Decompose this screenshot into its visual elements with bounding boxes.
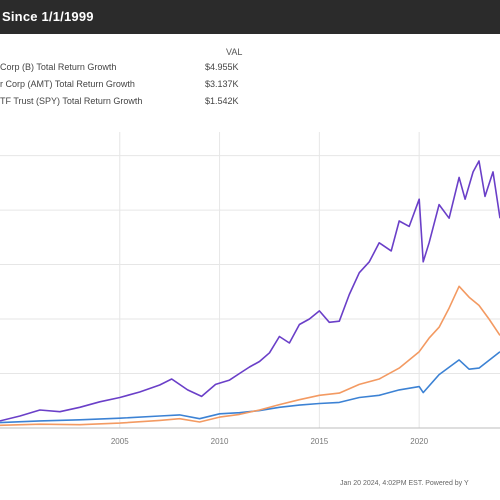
series-line xyxy=(0,285,500,427)
x-tick-label: 2010 xyxy=(211,437,229,446)
footer-note: Jan 20 2024, 4:02PM EST. Powered by Y xyxy=(340,480,469,487)
legend-label: TF Trust (SPY) Total Return Growth xyxy=(0,96,143,106)
x-tick-label: 2015 xyxy=(310,437,328,446)
chart-series xyxy=(0,160,500,427)
legend-item-amt[interactable]: r Corp (AMT) Total Return Growth $3.137K xyxy=(0,79,250,93)
x-tick-label: 2005 xyxy=(111,437,129,446)
legend-value: $4.955K xyxy=(205,62,239,72)
legend-value: $3.137K xyxy=(205,79,239,89)
x-tick-label: 2020 xyxy=(410,437,428,446)
legend-item-b[interactable]: Corp (B) Total Return Growth $4.955K xyxy=(0,62,250,76)
chart-grid xyxy=(0,132,500,429)
legend-label: Corp (B) Total Return Growth xyxy=(0,62,117,72)
series-line xyxy=(0,351,500,424)
title-bar: Since 1/1/1999 xyxy=(0,0,500,34)
legend-value-header: VAL xyxy=(226,47,243,57)
legend-label: r Corp (AMT) Total Return Growth xyxy=(0,79,135,89)
legend-value: $1.542K xyxy=(205,96,239,106)
chart-title: Since 1/1/1999 xyxy=(2,9,94,24)
x-axis-ticks: 2005 2010 2015 2020 xyxy=(111,437,429,446)
series-line xyxy=(0,160,500,422)
legend-item-spy[interactable]: TF Trust (SPY) Total Return Growth $1.54… xyxy=(0,96,250,110)
